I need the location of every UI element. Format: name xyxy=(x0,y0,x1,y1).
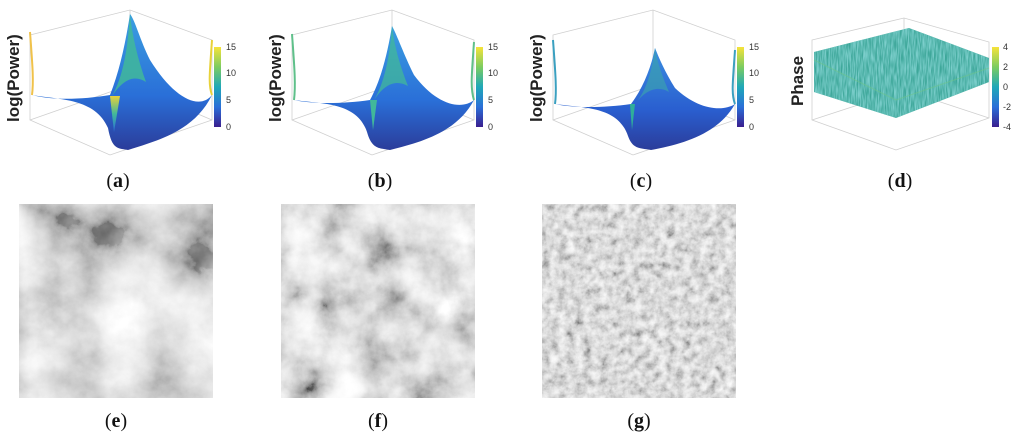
panel-b: log(Power) 15 10 5 0 (b) xyxy=(262,0,512,195)
colorbar-tick: -2 xyxy=(1003,102,1011,112)
panel-caption: (g) xyxy=(627,410,651,432)
power-surface-plot: 15 10 5 0 xyxy=(29,9,236,156)
noise-image-g xyxy=(542,204,736,398)
panel-caption: (c) xyxy=(629,170,653,192)
panel-caption: (e) xyxy=(104,410,128,432)
colorbar-tick: 5 xyxy=(488,95,493,105)
noise-image-f xyxy=(281,204,475,398)
colorbar-tick: 5 xyxy=(749,95,754,105)
panel-caption: (a) xyxy=(106,170,130,192)
colorbar-tick: 5 xyxy=(226,95,231,105)
colorbar-tick: 4 xyxy=(1003,42,1008,52)
colorbar-tick: 10 xyxy=(749,68,759,78)
colorbar-tick: 15 xyxy=(488,42,498,52)
panel-caption: (f) xyxy=(367,410,388,432)
colorbar-tick: 10 xyxy=(226,68,236,78)
panel-a: log(Power) 15 10 5 xyxy=(0,0,250,195)
colorbar-tick: 15 xyxy=(226,42,236,52)
colorbar-tick: 0 xyxy=(1003,82,1008,92)
power-surface-plot: 15 10 5 0 xyxy=(552,9,759,156)
panel-caption: (d) xyxy=(887,170,913,192)
colorbar-tick: 10 xyxy=(488,68,498,78)
colorbar-tick: 0 xyxy=(749,122,754,132)
colorbar-tick: -4 xyxy=(1003,122,1011,132)
panel-c: log(Power) 15 10 5 0 (c) xyxy=(523,0,773,195)
panel-d: Phase 4 2 0 -2 -4 (d) xyxy=(784,0,1024,195)
noise-image-e xyxy=(19,204,213,398)
colorbar-tick: 2 xyxy=(1003,62,1008,72)
phase-surface-plot: 4 2 0 -2 -4 xyxy=(811,17,1011,151)
colorbar-tick: 0 xyxy=(488,122,493,132)
power-surface-plot: 15 10 5 0 xyxy=(291,9,498,156)
panel-caption: (b) xyxy=(367,170,393,192)
colorbar-tick: 15 xyxy=(749,42,759,52)
colorbar-tick: 0 xyxy=(226,122,231,132)
